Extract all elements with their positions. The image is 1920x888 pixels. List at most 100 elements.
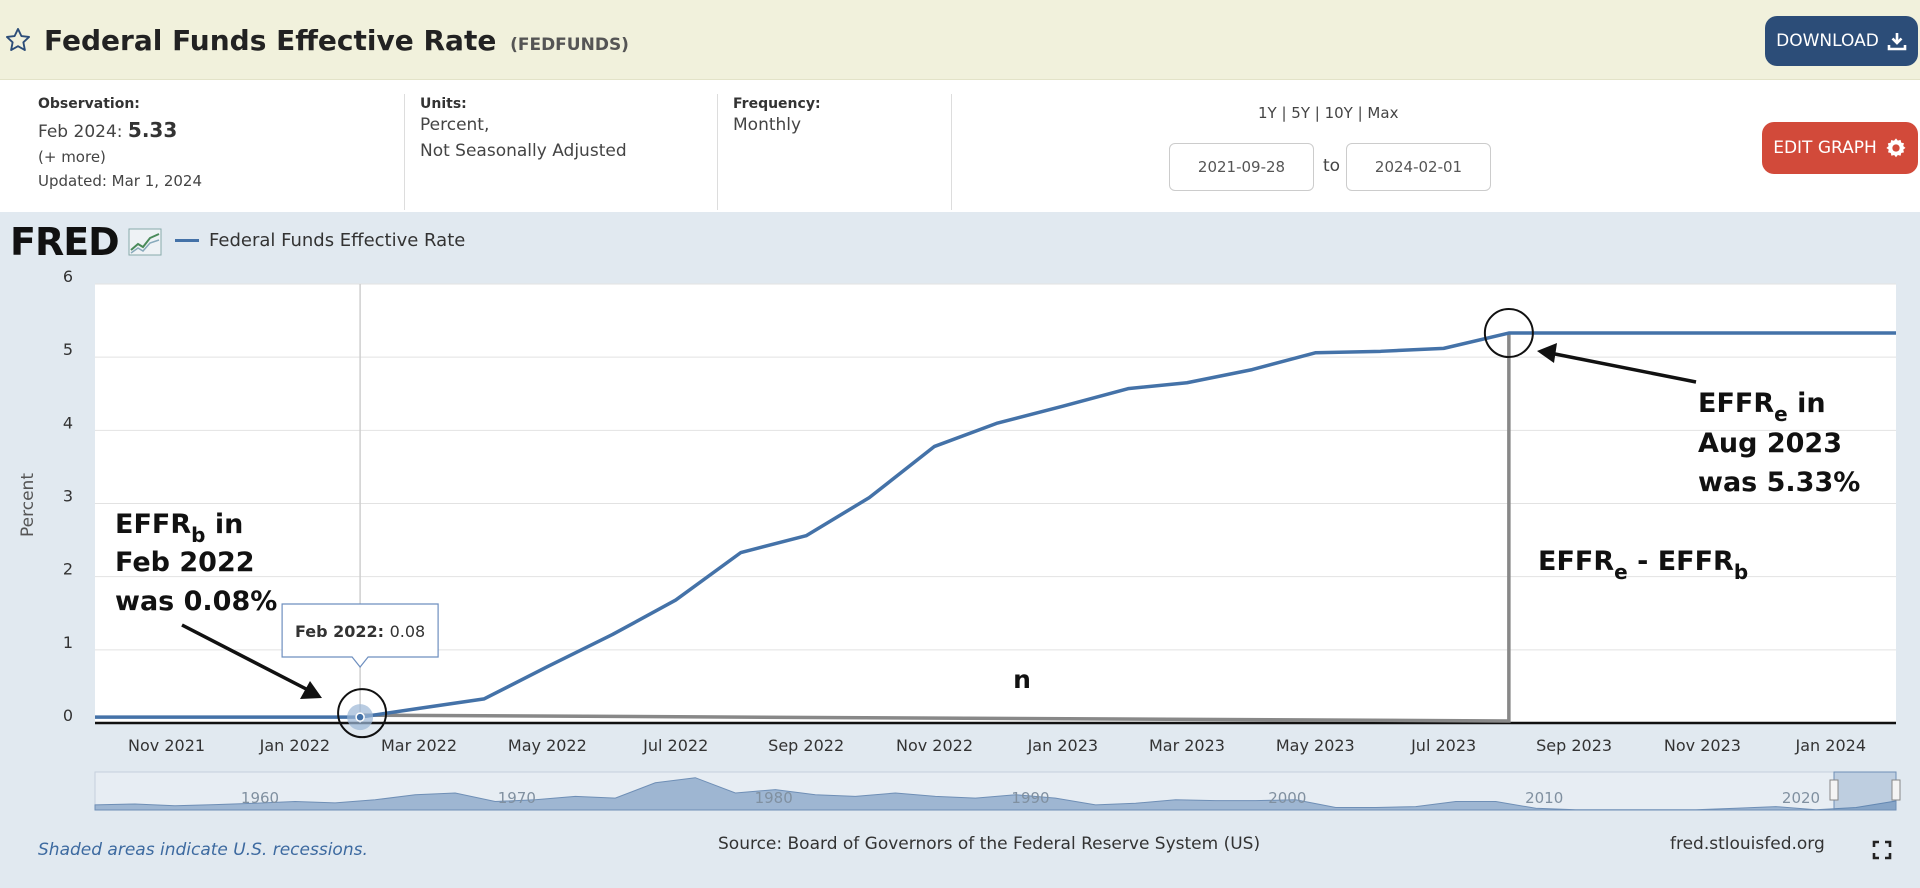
observation-period: Feb 2024: — [38, 122, 123, 142]
x-tick-label: Jul 2023 — [1410, 736, 1476, 755]
difference-label: EFFRe - EFFRb — [1538, 546, 1748, 584]
begin-arrow-shaft — [181, 623, 313, 694]
navigator-year-label: 2000 — [1268, 789, 1306, 807]
frequency-block: Frequency: Monthly — [733, 96, 821, 138]
end-annotation-line1-part: in — [1788, 388, 1826, 419]
end-annotation-line1-part: e — [1774, 402, 1788, 426]
annotation-lines — [360, 333, 1511, 723]
fred-chart-icon — [128, 228, 162, 256]
y-tick-label: 0 — [63, 706, 73, 725]
end-annotation-line1-part: EFFR — [1698, 388, 1774, 419]
begin-circle — [337, 688, 388, 739]
x-tick-label: Mar 2023 — [1149, 736, 1225, 755]
hover-point — [355, 712, 365, 722]
navigator-area — [94, 777, 1897, 811]
tooltip-box — [281, 603, 439, 668]
x-tick-label: Nov 2022 — [896, 736, 973, 755]
x-tick-label: Sep 2023 — [1536, 736, 1612, 755]
edit-graph-label: EDIT GRAPH — [1773, 138, 1877, 158]
y-axis-label: Percent — [18, 473, 38, 537]
navigator-handle — [1829, 779, 1839, 801]
expand-icon[interactable] — [1872, 840, 1892, 860]
series-id: (FEDFUNDS) — [510, 35, 629, 55]
x-tick-label: Jan 2024 — [1795, 736, 1866, 755]
legend-swatch — [175, 239, 199, 242]
x-tick-label: Mar 2022 — [381, 736, 457, 755]
navigator-year-label: 1990 — [1011, 789, 1049, 807]
begin-arrow-head — [300, 681, 322, 699]
y-tick-label: 1 — [63, 633, 73, 652]
units-line2: Not Seasonally Adjusted — [420, 141, 627, 161]
x-tick-label: Jan 2023 — [1027, 736, 1098, 755]
x-axis-ticks: Nov 2021 Jan 2022 Mar 2022 May 2022 Jul 2022… — [128, 736, 1866, 755]
end-annotation-line1: EFFRe in — [1698, 388, 1826, 426]
source-text: Source: Board of Governors of the Federa… — [718, 834, 1261, 854]
y-tick-label: 6 — [63, 267, 73, 286]
x-tick-label: May 2023 — [1276, 736, 1355, 755]
x-tick-label: Sep 2022 — [768, 736, 844, 755]
difference-label-part: - EFFR — [1628, 546, 1734, 577]
n-label: n — [1013, 665, 1031, 694]
observation-number: 5.33 — [127, 118, 178, 142]
navigator-year-label: 1960 — [241, 789, 279, 807]
x-tick-label: Jan 2022 — [259, 736, 330, 755]
fred-logo: FRED — [10, 220, 120, 264]
divider — [717, 94, 718, 210]
begin-annotation-line3: was 0.08% — [115, 586, 277, 617]
more-link[interactable]: (+ more) — [38, 148, 106, 166]
end-arrow-shaft — [1549, 351, 1697, 384]
observation-value: Feb 2024: 5.33 — [38, 118, 202, 142]
frequency-value: Monthly — [733, 115, 802, 135]
begin-annotation-line1-part: EFFR — [115, 509, 191, 540]
y-tick-label: 3 — [63, 487, 73, 506]
x-tick-label: Jul 2022 — [642, 736, 708, 755]
page-title: Federal Funds Effective Rate (FEDFUNDS) — [44, 24, 629, 57]
navigator-year-label: 1970 — [498, 789, 536, 807]
navigator-handle — [1891, 779, 1901, 801]
star-icon[interactable] — [4, 26, 32, 54]
x-tick-label: Nov 2021 — [128, 736, 205, 755]
navigator-year-label: 1980 — [755, 789, 793, 807]
difference-label-part: e — [1614, 560, 1628, 584]
fred-logo-text: FRED — [10, 220, 120, 264]
end-annotation-line3: was 5.33% — [1698, 467, 1860, 498]
gear-icon — [1886, 138, 1906, 158]
end-arrow-head — [1537, 343, 1557, 363]
start-date-input[interactable]: 2021-09-28 — [1169, 143, 1314, 191]
edit-graph-button[interactable]: EDIT GRAPH — [1762, 122, 1918, 174]
observation-block: Observation: Feb 2024: 5.33 (+ more) Upd… — [38, 96, 202, 190]
end-date-input[interactable]: 2024-02-01 — [1346, 143, 1491, 191]
site-link[interactable]: fred.stlouisfed.org — [1670, 834, 1825, 854]
difference-bracket — [360, 333, 1511, 723]
navigator[interactable]: 1960 1970 1980 1990 2000 2010 2020 — [94, 771, 1901, 811]
x-tick-label: Nov 2023 — [1664, 736, 1741, 755]
download-label: DOWNLOAD — [1776, 31, 1879, 51]
series-title: Federal Funds Effective Rate — [44, 24, 497, 57]
y-tick-label: 5 — [63, 340, 73, 359]
difference-label-part: b — [1734, 560, 1748, 584]
navigator-year-label: 2010 — [1525, 789, 1563, 807]
gridlines — [95, 283, 1896, 725]
navigator-selection — [1833, 771, 1897, 811]
end-circle — [1483, 308, 1534, 359]
to-label: to — [1323, 156, 1341, 176]
y-tick-label: 2 — [63, 560, 73, 579]
begin-annotation-line2: Feb 2022 — [115, 547, 255, 578]
divider — [951, 94, 952, 210]
begin-annotation-line1: EFFRb in — [115, 509, 243, 547]
begin-annotation-line1-part: in — [205, 509, 243, 540]
range-presets[interactable]: 1Y | 5Y | 10Y | Max — [1258, 104, 1399, 122]
chart-legend: Federal Funds Effective Rate — [175, 230, 465, 251]
legend-label: Federal Funds Effective Rate — [209, 230, 466, 251]
frequency-label: Frequency: — [733, 96, 821, 112]
units-line1: Percent, — [420, 115, 490, 135]
tooltip-text: Feb 2022: 0.08 — [295, 622, 425, 641]
recession-note: Shaded areas indicate U.S. recessions. — [38, 840, 368, 860]
difference-label-part: EFFR — [1538, 546, 1614, 577]
download-button[interactable]: DOWNLOAD — [1765, 16, 1918, 66]
download-icon — [1887, 33, 1907, 51]
tooltip-value: 0.08 — [390, 622, 426, 641]
tooltip-label: Feb 2022: — [295, 622, 390, 641]
